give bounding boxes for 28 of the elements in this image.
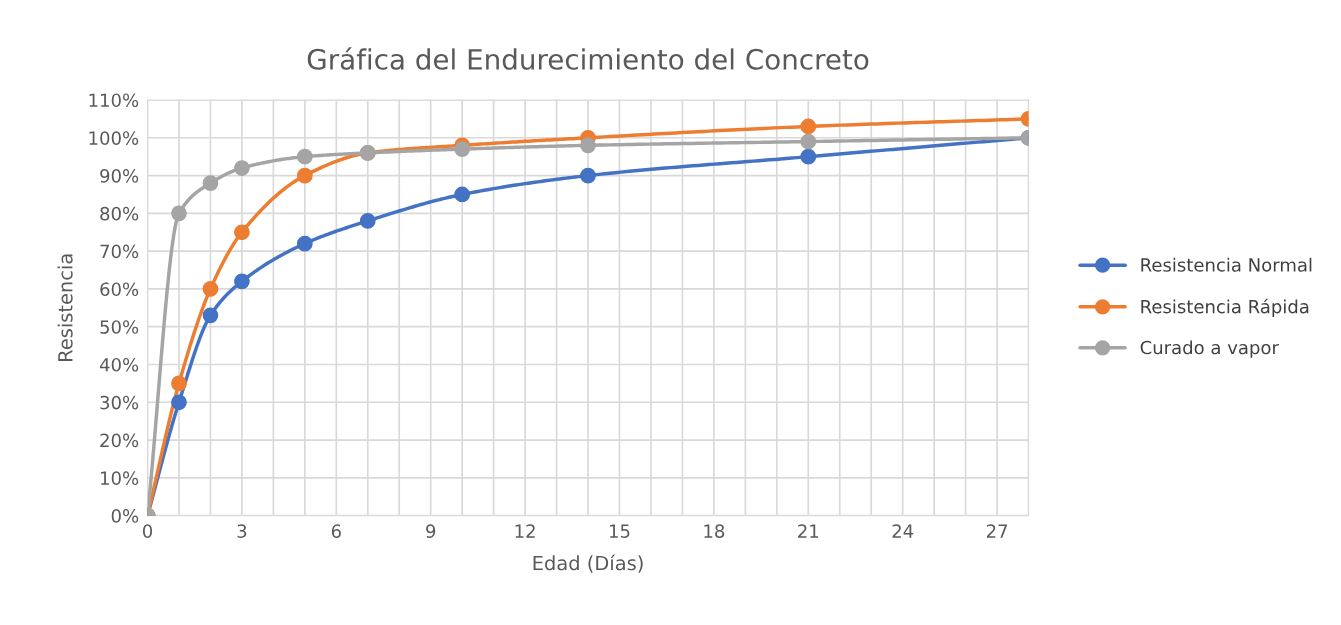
x-tick-label: 21 [798, 524, 819, 538]
y-tick-label: 70% [100, 244, 139, 259]
x-tick-label: 27 [986, 524, 1008, 538]
chart-title: Gráfica del Endurecimiento del Concreto [307, 47, 869, 70]
x-tick-label: 6 [331, 524, 341, 538]
legend-label: Resistencia Normal [1141, 257, 1312, 272]
x-tick-label: 3 [237, 524, 247, 538]
x-tick-label: 9 [426, 524, 436, 538]
x-tick-label: 12 [515, 524, 535, 538]
y-axis-title: Resistencia [57, 254, 73, 361]
y-tick-label: 60% [100, 282, 139, 297]
y-tick-label: 90% [100, 169, 139, 183]
y-tick-label: 0% [111, 509, 139, 523]
x-axis-title: Edad (Días) [533, 554, 643, 573]
y-tick-label: 50% [100, 320, 139, 334]
x-tick-label: 24 [892, 524, 914, 538]
y-tick-label: 110% [89, 93, 139, 108]
legend-label: Resistencia Rápida [1141, 298, 1309, 317]
x-tick-label: 18 [704, 524, 725, 538]
y-tick-label: 100% [89, 131, 139, 145]
y-tick-label: 40% [99, 357, 139, 372]
y-tick-label: 30% [100, 395, 139, 410]
y-tick-label: 20% [100, 433, 139, 448]
x-tick-label: 0 [142, 524, 153, 538]
legend-label: Curado a vapor [1140, 340, 1279, 358]
y-tick-label: 10% [101, 471, 139, 485]
x-tick-label: 15 [609, 524, 630, 538]
y-tick-label: 80% [100, 206, 139, 221]
